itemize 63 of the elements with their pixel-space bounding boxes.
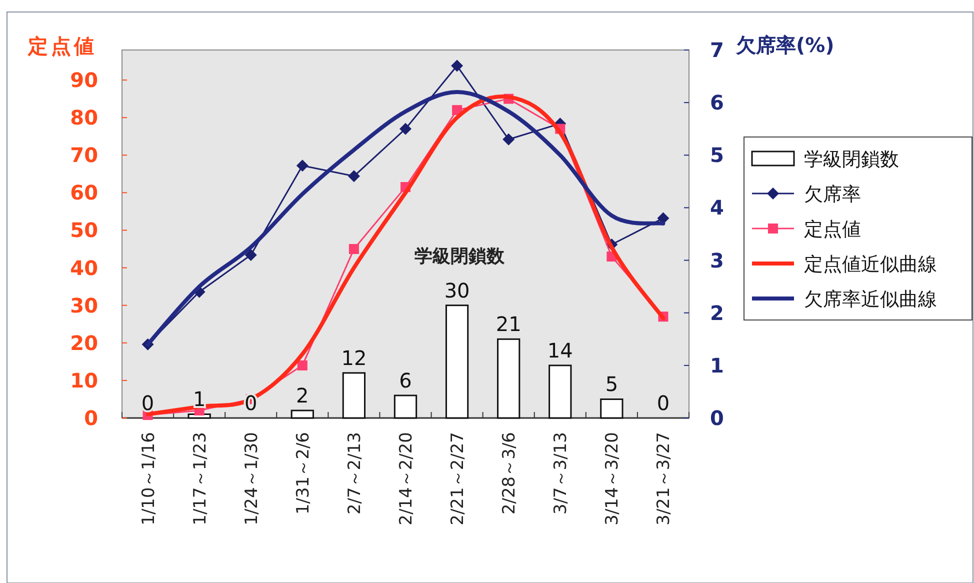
point: [348, 244, 359, 254]
data-label: 21: [496, 312, 522, 336]
y-tick-label: 10: [70, 368, 98, 392]
point: [244, 249, 257, 262]
point: [296, 160, 308, 172]
x-tick-label: 1/17～1/23: [190, 432, 210, 526]
data-label: 14: [547, 338, 573, 362]
bar: [342, 372, 366, 419]
y2-tick-label: 2: [710, 300, 724, 325]
bar: [548, 364, 572, 419]
legend-label: 欠席率: [804, 184, 861, 206]
y2-axis-title: 欠席率(%): [735, 33, 834, 57]
data-label: 5: [605, 372, 618, 396]
x-tick-label: 2/21～2/27: [448, 432, 468, 526]
x-tick-label: 1/31～2/6: [293, 432, 314, 515]
data-label: 6: [399, 368, 412, 392]
bar: [394, 394, 418, 419]
y2-tick-label: 0: [710, 406, 724, 430]
y-tick-label: 60: [70, 180, 98, 205]
data-label: 1: [192, 387, 206, 412]
bar: [445, 304, 469, 419]
legend-label: 定点値: [804, 218, 861, 240]
x-tick-label: 2/14～2/20: [396, 432, 416, 526]
data-label: 30: [444, 278, 470, 302]
y2-tick-label: 7: [710, 38, 724, 62]
point: [297, 360, 308, 370]
point: [502, 133, 515, 146]
legend-label: 定点値近似曲線: [804, 254, 937, 276]
x-tick-label: 3/7～3/13: [551, 432, 572, 515]
bar: [290, 410, 314, 419]
y-tick-label: 0: [84, 406, 98, 430]
data-label: 0: [244, 391, 258, 415]
x-tick-label: 3/21～3/27: [654, 432, 674, 526]
y2-tick-label: 4: [710, 196, 724, 220]
y-tick-label: 90: [70, 68, 98, 92]
y-tick-label: 40: [70, 256, 98, 280]
y-tick-label: 70: [70, 143, 98, 168]
y-tick-label: 20: [70, 330, 98, 355]
y-axis-title: 定点値: [27, 34, 97, 58]
data-label: 0: [656, 391, 670, 415]
point: [348, 170, 360, 182]
point: [451, 60, 464, 72]
legend-label: 欠席率近似曲線: [804, 288, 937, 310]
data-label: 2: [296, 383, 309, 408]
y2-tick-label: 3: [710, 248, 724, 272]
x-tick-label: 2/28～3/6: [500, 432, 520, 515]
bar: [497, 338, 520, 419]
annotation: 学級閉鎖数: [414, 246, 506, 267]
y2-tick-label: 6: [710, 90, 724, 115]
data-label: 0: [141, 391, 154, 415]
y2-tick-label: 1: [710, 353, 724, 378]
y-tick-label: 30: [70, 293, 98, 318]
x-tick-label: 2/7～2/13: [344, 432, 365, 515]
y-tick-label: 50: [70, 218, 98, 242]
y2-tick-label: 5: [710, 143, 724, 168]
y-tick-label: 80: [70, 106, 98, 130]
legend-label: 学級閉鎖数: [804, 148, 899, 170]
x-tick-label: 3/14～3/20: [602, 432, 623, 526]
x-tick-label: 1/10～1/16: [138, 432, 159, 526]
bar: [600, 398, 624, 419]
x-tick-label: 1/24～1/30: [242, 432, 262, 526]
point: [400, 122, 412, 135]
data-label: 12: [341, 346, 367, 370]
